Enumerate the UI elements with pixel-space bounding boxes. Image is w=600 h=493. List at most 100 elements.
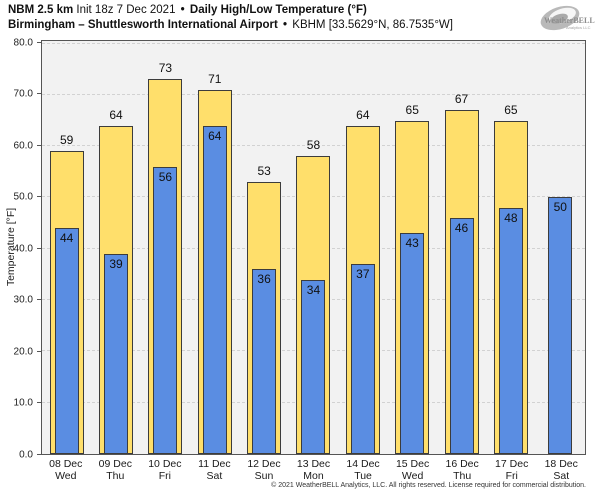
- station-coordinates: KBHM [33.5629°N, 86.7535°W]: [292, 18, 453, 31]
- y-axis: 0.0 10.0 20.0 30.0 40.0 50.0 60.0 70.0 80.0: [0, 37, 41, 461]
- y-tick-label: 70.0: [13, 88, 33, 100]
- high-value-label: 67: [454, 92, 469, 107]
- x-tick-weekday: Tue: [354, 470, 372, 482]
- bar-group: 67 46: [437, 41, 486, 454]
- bar-series-container: 59 44 64 39 73 56 71 64 53 36 58 34 64 37 65 43 67 46 65 48…: [42, 41, 585, 454]
- x-tick-date: 08 Dec: [49, 458, 83, 470]
- x-tick-date: 16 Dec: [445, 458, 479, 470]
- bar-group: 53 36: [239, 41, 288, 454]
- y-tick-label: 60.0: [13, 140, 33, 152]
- x-tick-weekday: Sat: [206, 470, 223, 482]
- chart-header: NBM 2.5 km Init 18z 7 Dec 2021 • Daily H…: [8, 3, 453, 32]
- high-value-label: 65: [504, 102, 518, 117]
- y-tick-label: 20.0: [13, 346, 33, 358]
- x-tick-label: 16 Dec Thu: [437, 458, 487, 482]
- x-tick-weekday: Sat: [553, 470, 570, 482]
- bar-group: 64 37: [338, 41, 387, 454]
- high-value-label: 58: [306, 138, 321, 153]
- y-tick-mark: [37, 247, 41, 249]
- y-tick-label: 50.0: [13, 191, 33, 203]
- location-title: Birmingham – Shuttlesworth International…: [8, 18, 278, 31]
- x-tick-weekday: Wed: [55, 470, 77, 482]
- x-tick-label: 12 Dec Sun: [239, 458, 289, 482]
- low-temp-bar: 56: [153, 166, 178, 454]
- y-tick-label: 80.0: [13, 37, 33, 49]
- svg-text:Analytics LLC: Analytics LLC: [566, 25, 591, 30]
- y-tick-label: 30.0: [13, 294, 33, 306]
- high-value-label: 71: [208, 71, 222, 86]
- x-tick-weekday: Wed: [401, 470, 424, 482]
- bar-group: 58 34: [289, 41, 338, 454]
- y-tick-mark: [37, 402, 41, 404]
- plot-area: 59 44 64 39 73 56 71 64 53 36 58 34 64 37 65 43 67 46 65 48…: [41, 40, 586, 455]
- x-tick-weekday: Thu: [106, 470, 125, 482]
- y-tick-mark: [37, 144, 41, 146]
- low-temp-bar: 43: [400, 233, 425, 454]
- y-tick-mark: [37, 454, 41, 455]
- bar-group: 59 44: [42, 41, 91, 454]
- low-value-label: 50: [553, 200, 567, 215]
- y-tick-label: 0.0: [19, 449, 33, 461]
- bar-group: 64 39: [91, 41, 140, 454]
- header-line-1: NBM 2.5 km Init 18z 7 Dec 2021 • Daily H…: [8, 3, 453, 18]
- high-value-label: 64: [109, 107, 123, 122]
- x-tick-date: 14 Dec: [346, 458, 380, 470]
- model-name: NBM 2.5 km: [8, 4, 74, 16]
- x-tick-date: 13 Dec: [296, 458, 331, 470]
- product-title: Daily High/Low Temperature (°F): [189, 4, 367, 16]
- y-tick-label: 10.0: [13, 397, 33, 409]
- gridline: [42, 42, 585, 44]
- low-temp-bar: 50: [548, 197, 573, 454]
- low-value-label: 46: [454, 221, 469, 235]
- weatherbell-logo: WeatherBELL Analytics LLC: [530, 2, 596, 38]
- low-value-label: 37: [356, 267, 370, 282]
- separator-bullet: •: [283, 18, 288, 31]
- x-tick-weekday: Sun: [254, 470, 274, 482]
- y-tick-mark: [37, 41, 41, 43]
- x-tick-weekday: Fri: [158, 470, 171, 482]
- low-value-label: 56: [158, 169, 173, 184]
- high-value-label: 64: [356, 107, 370, 122]
- copyright-notice: © 2021 WeatherBELL Analytics, LLC. All r…: [271, 482, 586, 489]
- low-value-label: 43: [405, 236, 419, 251]
- weatherbell-swirl-icon: WeatherBELL Analytics LLC: [540, 5, 595, 31]
- low-temp-bar: 44: [54, 228, 79, 454]
- low-temp-bar: 48: [498, 207, 523, 454]
- x-tick-date: 17 Dec: [495, 458, 529, 470]
- svg-text:WeatherBELL: WeatherBELL: [544, 16, 595, 25]
- x-tick-label: 10 Dec Fri: [140, 458, 190, 482]
- x-tick-label: 09 Dec Thu: [91, 458, 141, 482]
- low-temp-bar: 46: [449, 218, 474, 454]
- x-tick-label: 14 Dec Tue: [338, 458, 388, 482]
- y-tick-label: 40.0: [13, 243, 33, 255]
- x-tick-date: 15 Dec: [395, 458, 430, 470]
- low-temp-bar: 34: [301, 279, 326, 454]
- high-value-label: 53: [257, 164, 271, 179]
- low-temp-bar: 39: [104, 253, 129, 454]
- low-value-label: 64: [208, 128, 222, 143]
- low-temp-bar: 36: [252, 269, 277, 454]
- x-tick-label: 11 Dec Sat: [190, 458, 240, 482]
- x-tick-date: 09 Dec: [98, 458, 132, 470]
- low-value-label: 48: [504, 210, 518, 225]
- x-tick-label: 17 Dec Fri: [487, 458, 537, 482]
- gridline: [42, 93, 585, 95]
- init-time: Init 18z 7 Dec 2021: [73, 4, 179, 16]
- bar-group: 50: [536, 41, 585, 454]
- x-tick-label: 13 Dec Mon: [289, 458, 339, 482]
- bar-group: 65 43: [388, 41, 437, 454]
- high-value-label: 65: [405, 102, 419, 117]
- low-value-label: 34: [306, 282, 321, 297]
- y-tick-mark: [37, 196, 41, 198]
- x-tick-weekday: Mon: [303, 470, 324, 482]
- x-tick-date: 18 Dec: [544, 458, 578, 470]
- bar-group: 71 64: [190, 41, 239, 454]
- x-tick-date: 11 Dec: [198, 458, 231, 470]
- x-tick-label: 08 Dec Wed: [41, 458, 91, 482]
- gridline: [42, 145, 585, 147]
- bar-group: 65 48: [486, 41, 535, 454]
- low-temp-bar: 64: [202, 125, 227, 454]
- low-value-label: 36: [257, 272, 271, 287]
- y-tick-mark: [37, 350, 41, 352]
